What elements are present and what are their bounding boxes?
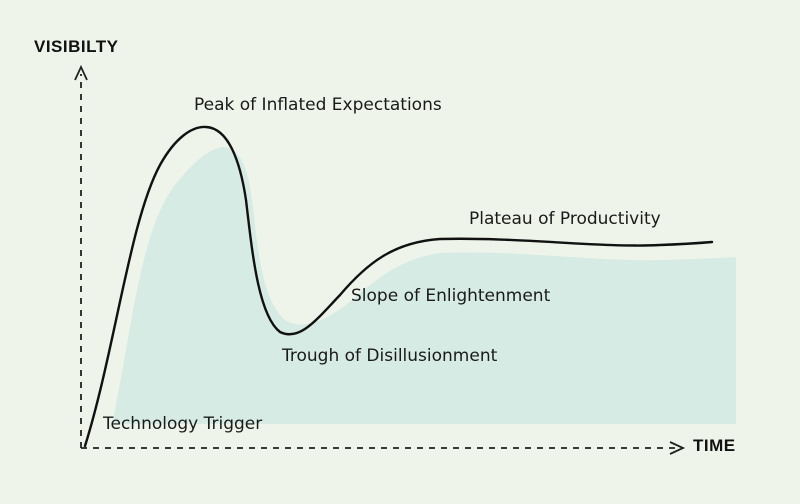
phase-label-slope-of-enlightenment: Slope of Enlightenment	[351, 286, 551, 306]
phase-label-peak-of-inflated-expectations: Peak of Inflated Expectations	[194, 95, 442, 115]
phase-label-technology-trigger: Technology Trigger	[103, 414, 263, 434]
hype-curve	[83, 125, 714, 448]
x-axis-label: TIME	[693, 436, 736, 455]
y-axis-label: VISIBILTY	[34, 37, 119, 56]
phase-label-trough-of-disillusionment: Trough of Disillusionment	[282, 346, 498, 366]
x-axis-arrowhead	[669, 441, 686, 455]
phase-label-plateau-of-productivity: Plateau of Productivity	[469, 209, 661, 229]
shaded-area	[112, 146, 736, 424]
y-axis-arrowhead	[74, 64, 88, 81]
